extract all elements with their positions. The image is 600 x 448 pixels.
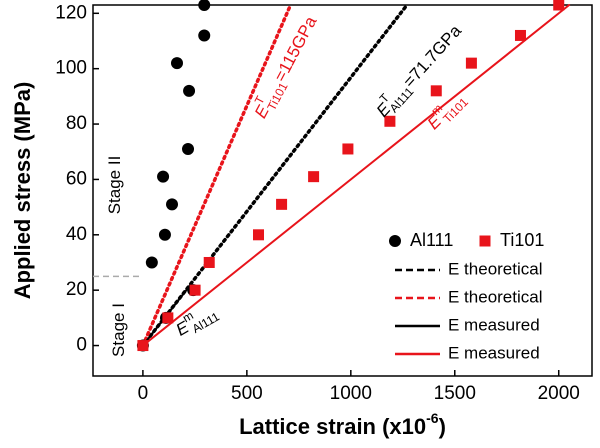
data-point [166,198,179,211]
annotation: ETTi101=115GPa [247,11,325,124]
annotation-main: Stage II [105,156,124,215]
data-point [137,340,149,352]
y-tick-label: 80 [66,113,87,134]
data-point [553,0,565,11]
x-axis-label-text: Lattice strain (x10 [239,414,426,439]
data-point [198,0,211,11]
annotation-sub: Ti101 [440,95,471,126]
data-point [198,29,211,42]
legend-label: E theoretical [448,287,543,306]
y-tick-label: 120 [55,2,87,23]
annotation-sub: Al111 [190,309,222,336]
data-point [145,256,158,269]
data-point [384,115,396,127]
data-point [182,142,195,155]
legend-label: E theoretical [448,259,543,278]
legend-label: Al111 [410,230,453,250]
fit-line [141,4,571,347]
data-point [162,312,174,324]
x-tick-label: 500 [231,383,263,404]
legend-marker [389,235,401,247]
data-point [430,85,442,97]
annotation-rest: =115GPa [271,13,321,85]
x-axis-label-end: ) [439,414,446,439]
data-point [203,256,215,268]
data-point [183,84,196,97]
annotation-rest: =71.7GPa [400,21,466,91]
legend-label: E measured [448,343,540,362]
legend-marker [479,235,491,247]
y-axis-label: Applied stress (MPa) [10,82,35,300]
legend-label: E measured [448,315,540,334]
legend-label: Ti101 [500,230,544,250]
annotation: Stage I [109,303,128,357]
x-axis-label: Lattice strain (x10-6) [239,410,446,439]
x-axis-label-sup: -6 [426,410,439,426]
data-point [158,228,171,241]
x-tick-label: 1500 [434,383,476,404]
data-point [342,143,354,155]
annotation: EmTi101 [420,85,471,136]
data-point [170,57,183,70]
data-point [465,57,477,69]
data-point [157,170,170,183]
data-point [276,198,288,210]
data-point [308,171,320,183]
data-point [253,229,265,241]
x-tick-label: 1000 [330,383,372,404]
annotation: EmAl111 [170,297,222,343]
x-tick-label: 2000 [538,383,580,404]
data-point [514,29,526,41]
y-tick-label: 20 [66,279,87,300]
y-tick-label: 100 [55,58,87,79]
y-tick-label: 0 [76,335,87,356]
y-tick-label: 40 [66,224,87,245]
plot-frame [92,4,593,377]
fit-line [141,3,293,348]
annotation-main: Stage I [109,303,128,357]
data-point [189,284,201,296]
y-tick-label: 60 [66,168,87,189]
annotation: Stage II [105,156,124,215]
x-tick-label: 0 [138,383,149,404]
